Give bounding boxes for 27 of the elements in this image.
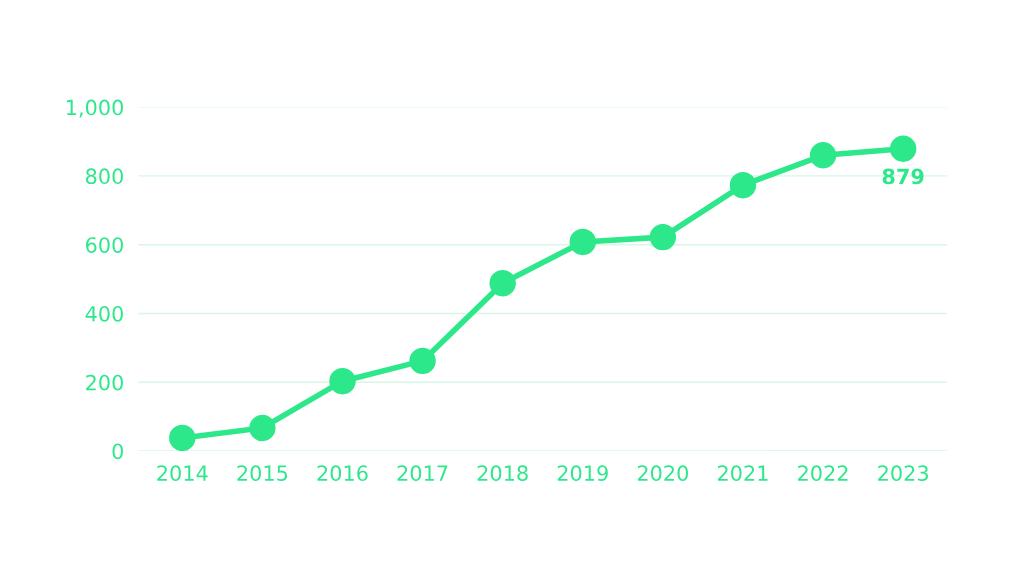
point (249, 414, 276, 442)
point (409, 347, 436, 375)
x-tick-label: 2022 (798, 465, 848, 482)
x-tick-label: 2023 (878, 465, 928, 482)
y-tick-label: 200 (86, 374, 123, 391)
point (329, 368, 356, 395)
x-tick-label: 2018 (477, 465, 528, 482)
x-tick-label: 2021 (717, 465, 768, 482)
x-tick-label: 2014 (157, 465, 208, 482)
data-label: 879 (882, 168, 924, 185)
y-tick-label: 0 (112, 443, 123, 460)
point (489, 270, 516, 297)
y-tick-label: 800 (86, 168, 123, 185)
point (809, 142, 837, 169)
x-tick-label: 2016 (317, 465, 368, 482)
point (649, 223, 677, 251)
point (569, 228, 596, 256)
point (729, 171, 757, 199)
x-tick-label: 2017 (397, 465, 448, 482)
point (169, 424, 196, 452)
x-tick-label: 2019 (557, 465, 608, 482)
y-tick-label: 600 (86, 237, 123, 253)
x-tick-label: 2020 (637, 465, 688, 482)
x-tick-label: 2015 (237, 465, 288, 482)
point (889, 135, 917, 162)
y-tick-label: 400 (85, 305, 123, 322)
y-tick-label: 1,000 (67, 99, 123, 118)
